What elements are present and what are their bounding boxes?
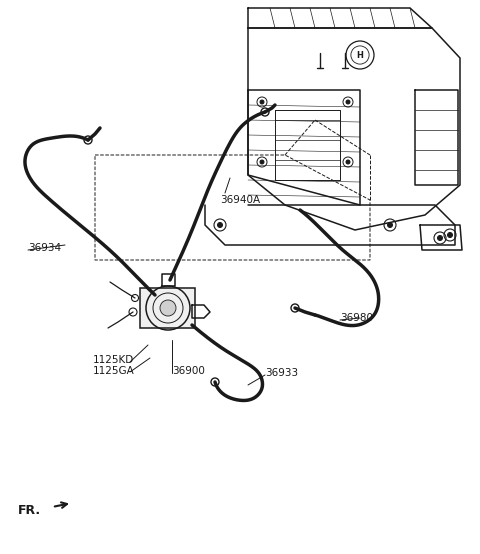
Circle shape bbox=[346, 160, 350, 164]
Circle shape bbox=[387, 223, 393, 228]
Text: 36900: 36900 bbox=[172, 366, 205, 376]
Text: H: H bbox=[357, 50, 363, 59]
Text: 36933: 36933 bbox=[265, 368, 298, 378]
Circle shape bbox=[260, 160, 264, 164]
Text: 36934: 36934 bbox=[28, 243, 61, 253]
Text: 1125KD: 1125KD bbox=[93, 355, 134, 365]
Bar bbox=[140, 288, 195, 328]
Circle shape bbox=[346, 100, 350, 104]
Circle shape bbox=[437, 235, 443, 240]
Circle shape bbox=[260, 100, 264, 104]
Text: 1125GA: 1125GA bbox=[93, 366, 135, 376]
Text: 36980: 36980 bbox=[340, 313, 373, 323]
Circle shape bbox=[447, 233, 453, 238]
Text: FR.: FR. bbox=[18, 504, 41, 516]
Circle shape bbox=[217, 223, 223, 228]
Circle shape bbox=[160, 300, 176, 316]
Text: 36940A: 36940A bbox=[220, 195, 260, 205]
